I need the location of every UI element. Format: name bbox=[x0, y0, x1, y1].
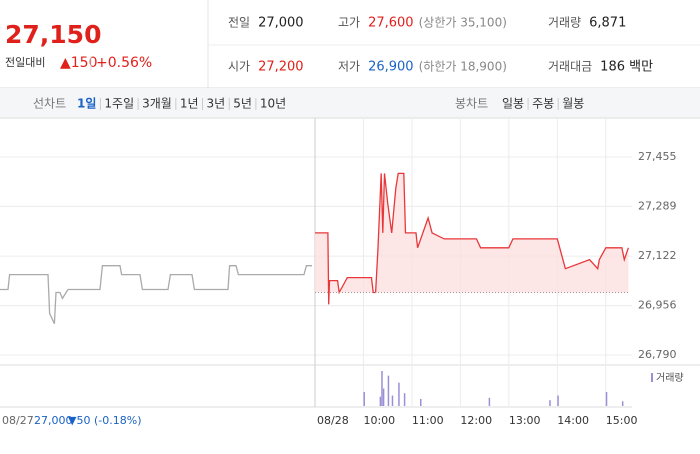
tab[interactable]: 1주일 bbox=[104, 97, 134, 111]
tab[interactable]: 5년 bbox=[233, 97, 252, 111]
stat-label: 저가 bbox=[338, 60, 360, 74]
y-tick-label: 27,455 bbox=[638, 150, 677, 163]
x-tick-label: 10:00 bbox=[363, 414, 395, 427]
volume-bar bbox=[621, 401, 624, 406]
prev-change-pct: (-0.18%) bbox=[94, 414, 142, 427]
volume-bar bbox=[488, 397, 491, 406]
tab-group-label: 선차트 bbox=[33, 97, 66, 111]
prev-close: 27,000 bbox=[34, 414, 73, 427]
tab[interactable]: 10년 bbox=[260, 97, 286, 111]
volume-bar bbox=[605, 392, 608, 406]
stat-value: 6,871 bbox=[589, 16, 626, 31]
stat-label: 시가 bbox=[228, 60, 250, 74]
tab[interactable]: 3년 bbox=[207, 97, 226, 111]
tab-group-label: 봉차트 bbox=[455, 97, 488, 111]
stat-label: 거래대금 bbox=[548, 60, 592, 74]
volume-bar bbox=[398, 382, 400, 406]
y-tick-label: 27,289 bbox=[638, 199, 677, 212]
price: 27,150 bbox=[5, 20, 101, 49]
volume-bar bbox=[557, 395, 559, 406]
volume-bar bbox=[391, 395, 394, 406]
change-pct: +0.56% bbox=[96, 55, 152, 71]
y-tick-label: 27,122 bbox=[638, 249, 677, 262]
stat-label: 거래량 bbox=[548, 16, 581, 30]
volume-bar bbox=[363, 392, 365, 406]
prev-date: 08/27 bbox=[2, 414, 34, 427]
change-label: 전일대비 bbox=[5, 55, 45, 69]
tab[interactable]: 월봉 bbox=[562, 97, 584, 111]
x-tick-label: 15:00 bbox=[606, 414, 638, 427]
tab[interactable]: 1일 bbox=[77, 97, 96, 111]
price-line bbox=[0, 265, 312, 324]
volume-bar bbox=[379, 396, 382, 406]
stat-note: (상한가 35,100) bbox=[419, 16, 507, 30]
tab[interactable]: 일봉 bbox=[502, 97, 524, 111]
stat-value: 27,000 bbox=[258, 16, 304, 31]
tab-bar bbox=[0, 88, 700, 118]
volume-bar bbox=[382, 388, 385, 406]
stat-value: 26,900 bbox=[368, 60, 414, 75]
legend-label: 거래량 bbox=[656, 372, 684, 384]
volume-bar bbox=[420, 399, 422, 406]
x-tick-label: 12:00 bbox=[460, 414, 492, 427]
y-tick-label: 26,790 bbox=[638, 348, 677, 361]
tab[interactable]: 3개월 bbox=[142, 97, 172, 111]
x-tick-label: 08/28 bbox=[317, 414, 349, 427]
x-tick-label: 13:00 bbox=[509, 414, 541, 427]
volume-bar bbox=[381, 371, 383, 406]
y-tick-label: 26,956 bbox=[638, 299, 677, 312]
volume-bar bbox=[387, 375, 390, 406]
volume-bar bbox=[403, 393, 406, 406]
tab[interactable]: 주봉 bbox=[532, 97, 554, 111]
x-tick-label: 14:00 bbox=[557, 414, 589, 427]
x-tick-label: 11:00 bbox=[412, 414, 444, 427]
stat-label: 전일 bbox=[228, 16, 250, 30]
stat-value: 27,200 bbox=[258, 60, 304, 75]
stat-note: (하한가 18,900) bbox=[419, 60, 507, 74]
volume-bar bbox=[549, 400, 551, 406]
stat-value: 186 백만 bbox=[600, 60, 653, 75]
price-line bbox=[315, 172, 630, 305]
legend-swatch bbox=[651, 373, 653, 382]
change: ▲150 bbox=[60, 55, 98, 71]
stat-label: 고가 bbox=[338, 16, 360, 30]
prev-change: ▼50 bbox=[68, 414, 90, 427]
stat-value: 27,600 bbox=[368, 16, 414, 31]
tab[interactable]: 1년 bbox=[180, 97, 199, 111]
